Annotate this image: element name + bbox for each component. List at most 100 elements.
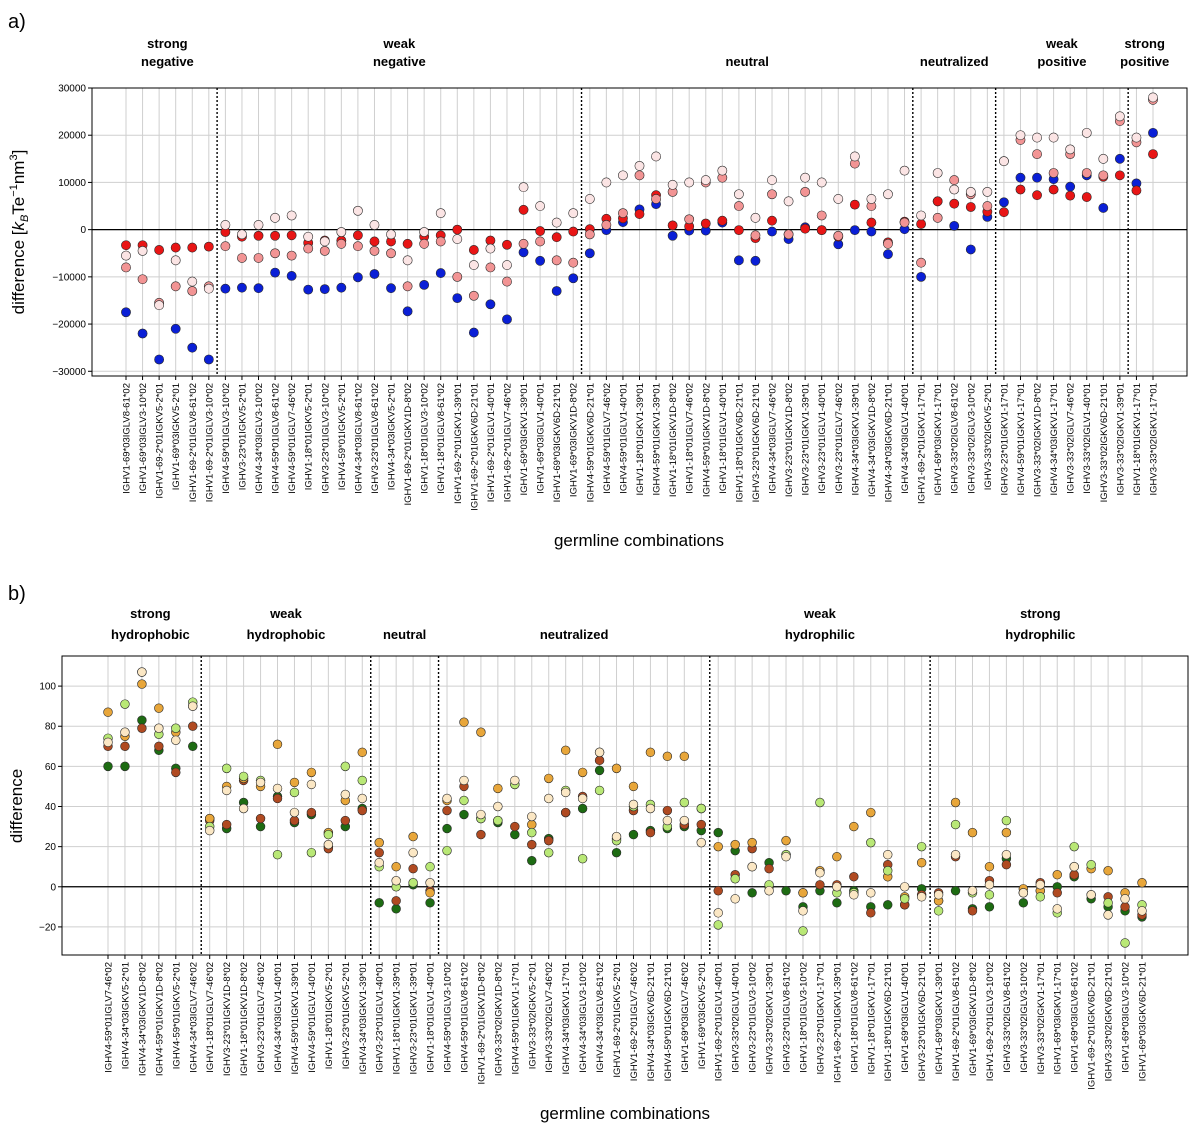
data-point — [713, 886, 723, 896]
data-point — [255, 777, 266, 788]
x-tick-label: IGHV4-59*01IGKV1-17*01 — [510, 962, 521, 1074]
group-label-line2: neutral — [725, 54, 768, 69]
data-point — [238, 803, 249, 814]
data-point — [713, 920, 723, 930]
data-point — [120, 699, 130, 709]
x-tick-label: IGHV3-33*02IGKV6D-21*01 — [1099, 383, 1110, 502]
x-tick-label: IGHV3-23*01IGKV6D-21*01 — [751, 383, 762, 502]
data-point — [452, 234, 463, 244]
data-point — [408, 878, 418, 888]
data-point — [798, 906, 808, 916]
x-tick-label: IGHV4-59*01IGKV6D-21*01 — [585, 383, 596, 502]
data-point — [518, 238, 529, 249]
data-point — [391, 904, 401, 914]
data-point — [849, 821, 859, 832]
data-point — [932, 196, 943, 207]
data-point — [203, 241, 214, 252]
data-point — [781, 835, 791, 846]
data-point — [468, 327, 479, 338]
x-tick-label: IGHV3-33*02IGKV1-17*01 — [1149, 383, 1160, 495]
data-point — [730, 839, 740, 850]
data-point — [171, 723, 181, 733]
y-tick-label: −20 — [39, 922, 56, 933]
x-tick-label: IGHV4-34*03IGLV8-61*02 — [595, 962, 606, 1073]
x-tick-label: IGHV3-23*01IGLV3-10*02 — [748, 962, 759, 1073]
data-point — [502, 276, 512, 287]
data-point — [442, 805, 452, 816]
data-point — [154, 354, 165, 365]
data-point — [933, 906, 944, 916]
data-point — [866, 888, 876, 898]
data-point — [849, 872, 859, 882]
data-point — [485, 243, 496, 254]
x-tick-label: IGHV4-34*03IGLV8-61*02 — [353, 383, 364, 494]
data-point — [1148, 92, 1158, 103]
data-point — [965, 186, 976, 197]
data-point — [832, 898, 842, 908]
x-tick-label: IGHV4-34*03IGLV1-40*01 — [273, 962, 284, 1073]
data-point — [662, 805, 673, 816]
data-point — [253, 220, 264, 230]
data-point — [1001, 827, 1012, 838]
data-point — [205, 813, 215, 824]
y-tick-label: 60 — [45, 762, 57, 773]
x-tick-label: IGHV1-69-2*01IGLV7-46*02 — [502, 383, 513, 502]
data-point — [408, 864, 418, 874]
data-point — [866, 807, 876, 818]
data-point — [120, 727, 130, 737]
data-point — [425, 898, 435, 908]
data-point — [255, 813, 266, 824]
data-point — [1015, 172, 1026, 183]
data-point — [696, 819, 706, 830]
data-point — [733, 255, 744, 266]
y-tick-labels: −20 0 20 40 60 80 100 — [39, 682, 62, 933]
group-label-line1: weak — [803, 606, 837, 621]
x-tick-label: IGHV3-33*02IGLV3-10*02 — [966, 383, 977, 494]
data-point — [289, 815, 300, 826]
data-point — [402, 255, 413, 266]
data-point — [386, 283, 396, 294]
data-point — [713, 908, 723, 918]
data-point — [982, 201, 993, 211]
data-point — [999, 156, 1009, 167]
data-point — [696, 837, 706, 848]
data-point — [103, 737, 113, 747]
data-point — [577, 803, 588, 814]
data-point — [154, 703, 164, 713]
data-points — [121, 92, 1158, 365]
data-point — [103, 761, 113, 772]
data-point — [442, 793, 452, 804]
group-label-line1: weak — [382, 36, 416, 51]
data-point — [544, 773, 554, 784]
group-label-line2: neutralized — [540, 627, 609, 642]
x-tick-label: IGHV3-33*02IGLV7-46*02 — [1066, 383, 1077, 494]
data-point — [1114, 170, 1125, 181]
data-point — [730, 874, 740, 884]
x-tick-label: IGHV4-34*03IGKV1-17*01 — [561, 962, 572, 1074]
data-point — [730, 894, 740, 904]
x-tick-label: IGHV1-18*01IGLV8-61*02 — [849, 962, 860, 1073]
x-tick-label: IGHV1-69-2*01IGKV5-2*01 — [612, 962, 623, 1078]
x-tick-label: IGHV1-69-2*01IGKV1-39*01 — [453, 383, 464, 504]
data-point — [1131, 132, 1142, 143]
y-tick-label: 20 — [45, 842, 57, 853]
data-point — [289, 787, 300, 798]
data-point — [568, 208, 579, 219]
data-point — [551, 232, 562, 243]
data-point — [767, 226, 777, 237]
data-point — [336, 227, 347, 237]
group-label-line1: strong — [1020, 606, 1061, 621]
data-point — [618, 170, 628, 181]
data-point — [747, 888, 757, 898]
x-tick-label: IGHV3-33*02IGKV1D-8*02 — [1033, 383, 1044, 497]
data-point — [883, 849, 893, 860]
data-point — [1120, 894, 1130, 904]
data-point — [1032, 172, 1042, 183]
data-point — [662, 815, 673, 826]
data-point — [1001, 815, 1012, 826]
data-point — [916, 271, 926, 282]
data-point — [203, 283, 214, 294]
data-point — [527, 839, 537, 850]
data-point — [1048, 184, 1059, 195]
data-point — [651, 194, 661, 204]
